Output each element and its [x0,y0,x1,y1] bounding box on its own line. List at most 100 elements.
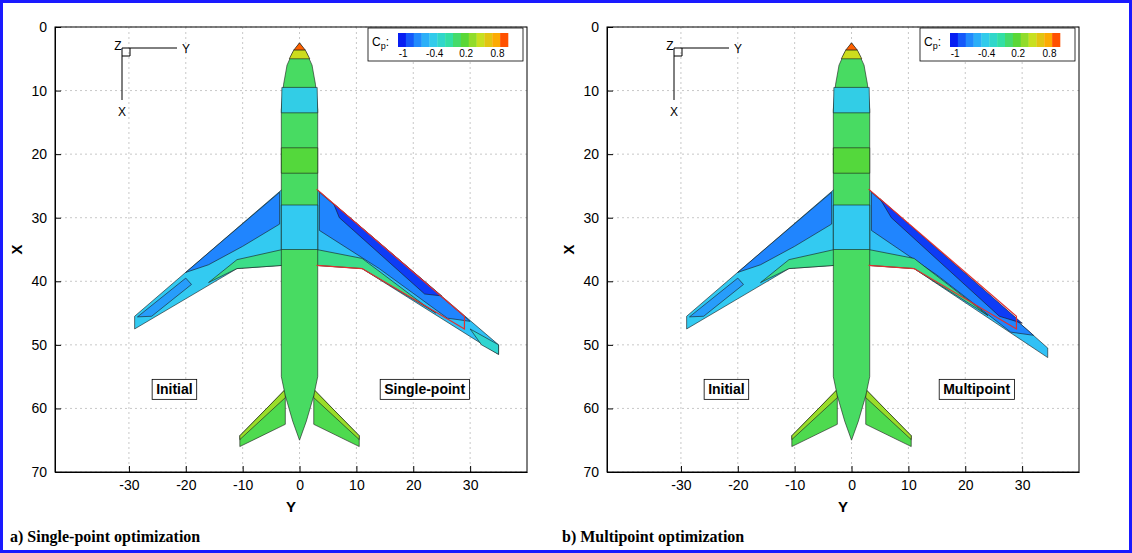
panel: -30-20-100102030010203040506070YXb) Mult… [560,19,1080,546]
triad-corner [674,48,682,56]
annotation-label: Initial [708,381,745,397]
colorbar-tick-label: 0.2 [459,48,473,59]
y-tick: 0 [39,19,61,35]
y-tick: 40 [31,273,61,289]
colorbar-step [1052,33,1060,47]
x-tick-mark [1022,466,1023,472]
y-tick-mark [607,154,613,155]
grid-line-x [413,27,414,472]
y-tick-label: 30 [31,210,47,226]
y-tick-mark [55,154,61,155]
y-tick-mark [607,345,613,346]
y-tick-label: 10 [583,83,599,99]
y-tick: 10 [583,83,613,99]
cp-region [687,189,835,329]
y-tick-label: 60 [31,400,47,416]
triad-label: Z [666,39,673,53]
initial-planform-outline [869,189,1017,329]
annotation: Single-point [380,379,469,399]
figure-border [2,2,1131,552]
x-tick-label: 20 [406,477,422,493]
cp-region [317,250,436,314]
triad-corner [122,48,130,56]
x-tick-label: 10 [901,477,917,493]
y-tick: 30 [583,210,613,226]
colorbar-step [492,33,500,47]
x-tick-label: -10 [233,477,253,493]
x-tick: 30 [1015,466,1031,493]
x-tick-label: -10 [785,477,805,493]
triad-label: Y [734,42,742,56]
cp-region [792,389,837,446]
cp-region [281,148,317,173]
x-tick-label: 30 [1015,477,1031,493]
x-tick-label: 30 [463,477,479,493]
colorbar-step [477,33,485,47]
y-tick: 70 [583,464,613,480]
colorbar-step [981,33,989,47]
y-tick-label: 20 [31,146,47,162]
y-tick: 30 [31,210,61,226]
x-axis-title: Y [838,498,848,515]
x-tick-label: -30 [671,477,691,493]
colorbar-box [920,28,1075,61]
x-tick: 0 [848,466,856,493]
colorbar-step [1021,33,1029,47]
y-tick-mark [55,91,61,92]
x-axis-line [608,472,1080,473]
colorbar-step [1044,33,1052,47]
y-tick-label: 40 [583,273,599,289]
x-tick-mark [795,466,796,472]
y-tick-label: 70 [583,464,599,480]
colorbar-step [406,33,414,47]
colorbar-step [429,33,437,47]
cp-region [689,278,743,317]
cp-region [869,189,1048,357]
y-tick-mark [607,91,613,92]
colorbar-step [950,33,958,47]
initial-planform-outline [317,189,465,329]
x-tick-mark [356,466,357,472]
grid-line-x [1022,27,1023,472]
x-tick: 20 [958,466,974,493]
cp-region [866,389,911,446]
y-tick-label: 70 [31,464,47,480]
annotation-label: Initial [156,381,193,397]
x-tick: 10 [349,466,365,493]
panel-title: b) Multipoint optimization [562,528,744,546]
colorbar-step [1036,33,1044,47]
cp-region [314,389,359,446]
colorbar-step [422,33,430,47]
x-tick: 10 [901,466,917,493]
cp-region [841,50,861,59]
annotation-box [704,379,749,399]
colorbar-tick-label: -0.4 [978,48,996,59]
cp-region [846,43,857,50]
x-axis-title: Y [286,498,296,515]
x-axis: -30-20-100102030 [608,466,1080,493]
cp-region [240,389,285,439]
colorbar-tick-label: 0.2 [1011,48,1025,59]
y-tick-label: 0 [39,19,47,35]
cp-region [833,205,869,250]
x-tick: -30 [119,466,139,493]
plot-area [135,43,499,447]
y-axis-line [55,28,56,473]
grid [55,27,527,472]
y-tick-mark [607,27,613,28]
annotation: Initial [152,379,197,399]
cp-region [833,43,869,440]
x-tick-label: 10 [349,477,365,493]
y-tick: 60 [583,400,613,416]
colorbar-tick-label: 0.8 [491,48,505,59]
colorbar-step [1029,33,1037,47]
x-tick: 20 [406,466,422,493]
x-tick-mark [129,466,130,472]
annotation-label: Multipoint [943,381,1010,397]
annotation-box [380,379,469,399]
colorbar-step [398,33,406,47]
y-tick-label: 20 [583,146,599,162]
annotation: Multipoint [939,379,1014,399]
panel: -30-20-100102030010203040506070YXa) Sing… [8,19,528,546]
y-tick-mark [55,345,61,346]
